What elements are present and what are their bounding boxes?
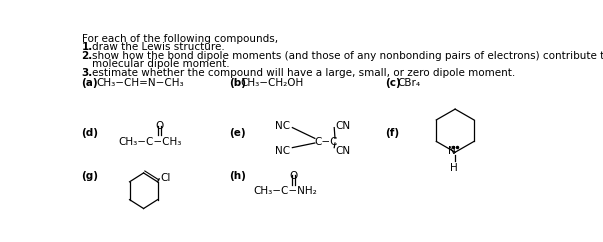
Text: CN: CN	[335, 121, 350, 131]
Text: Cl: Cl	[160, 173, 170, 183]
Text: molecular dipole moment.: molecular dipole moment.	[92, 59, 230, 69]
Text: O: O	[155, 121, 163, 131]
Text: 3.: 3.	[81, 68, 93, 77]
Text: CH₃−C−NH₂: CH₃−C−NH₂	[254, 186, 317, 196]
Text: (b): (b)	[229, 78, 246, 88]
Text: (f): (f)	[385, 128, 400, 138]
Text: (a): (a)	[81, 78, 98, 88]
Text: (c): (c)	[385, 78, 401, 88]
Text: H: H	[450, 163, 458, 173]
Text: CH₃−CH=N−CH₃: CH₃−CH=N−CH₃	[96, 78, 184, 88]
Text: CBr₄: CBr₄	[397, 78, 420, 88]
Text: CH₃−CH₂OH: CH₃−CH₂OH	[241, 78, 304, 88]
Text: C−C: C−C	[314, 137, 338, 147]
Text: show how the bond dipole moments (and those of any nonbonding pairs of electrons: show how the bond dipole moments (and th…	[92, 51, 603, 60]
Text: NC: NC	[276, 146, 291, 156]
Text: CH₃−C−CH₃: CH₃−C−CH₃	[118, 137, 182, 147]
Text: (d): (d)	[81, 128, 98, 138]
Text: (e): (e)	[229, 128, 245, 138]
Text: draw the Lewis structure.: draw the Lewis structure.	[92, 42, 225, 52]
Text: (h): (h)	[229, 172, 245, 182]
Text: estimate whether the compound will have a large, small, or zero dipole moment.: estimate whether the compound will have …	[92, 68, 516, 77]
Text: N̈: N̈	[448, 146, 456, 157]
Text: NC: NC	[276, 121, 291, 131]
Text: CN: CN	[335, 146, 350, 156]
Text: O: O	[289, 171, 297, 181]
Text: 1.: 1.	[81, 42, 93, 52]
Text: 2.: 2.	[81, 51, 93, 60]
Text: For each of the following compounds,: For each of the following compounds,	[81, 34, 278, 44]
Text: (g): (g)	[81, 172, 98, 182]
